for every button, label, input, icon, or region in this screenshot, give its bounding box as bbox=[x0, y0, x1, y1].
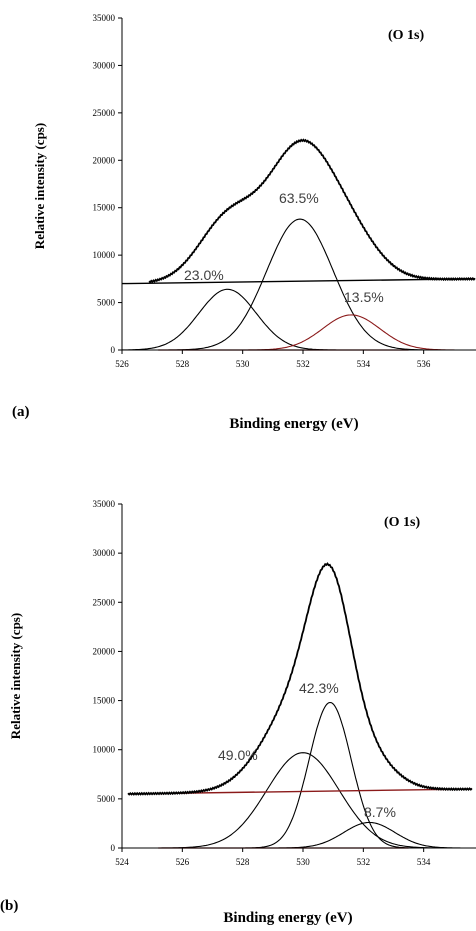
panel-b-title: (O 1s) bbox=[384, 515, 421, 530]
panel-a-peak2-label: 63.5% bbox=[279, 190, 319, 206]
panel-a-component-1 bbox=[122, 288, 348, 351]
panel-b-xtick-label: 524 bbox=[115, 857, 129, 867]
panel-b-fit-curves bbox=[127, 562, 476, 849]
panel-b-envelope bbox=[127, 562, 473, 796]
panel-a-ytick-label: 35000 bbox=[93, 13, 116, 23]
panel-a-ylabel: Relative intensity (cps) bbox=[32, 123, 47, 249]
panel-a-component-2 bbox=[160, 218, 440, 351]
panel-b-peak2-label: 42.3% bbox=[299, 680, 339, 696]
panel-b: 0 5000 10000 15000 20000 25000 30000 35000 524 52… bbox=[0, 499, 476, 926]
panel-b-xtick-label: 532 bbox=[357, 857, 371, 867]
panel-b-ticks: 0 5000 10000 15000 20000 25000 30000 35000 524 52… bbox=[93, 499, 431, 867]
panel-b-component-1 bbox=[151, 752, 455, 849]
panel-a-xtick-label: 528 bbox=[176, 359, 190, 369]
panel-b-ylabel: Relative intensity (cps) bbox=[8, 613, 23, 739]
panel-b-xlabel: Binding energy (eV) bbox=[223, 910, 352, 926]
panel-a-component-3 bbox=[230, 314, 472, 351]
panel-b-ytick-label: 0 bbox=[111, 843, 116, 853]
panel-a-ytick-label: 20000 bbox=[93, 155, 116, 165]
panel-a-peak3-label: 13.5% bbox=[344, 289, 384, 305]
panel-a-xtick-label: 532 bbox=[296, 359, 310, 369]
panel-b-ytick-label: 15000 bbox=[93, 696, 116, 706]
panel-a-xtick-label: 530 bbox=[236, 359, 250, 369]
panel-b-xtick-label: 526 bbox=[176, 857, 190, 867]
panel-a-fit-curves bbox=[121, 138, 476, 351]
panel-a-xlabel: Binding energy (eV) bbox=[229, 416, 358, 432]
panel-a-title: (O 1s) bbox=[388, 28, 425, 43]
panel-a: 0 5000 10000 15000 20000 25000 30000 35000 526 52… bbox=[12, 13, 476, 432]
panel-a-ytick-label: 10000 bbox=[93, 250, 116, 260]
panel-b-component-3 bbox=[261, 821, 476, 849]
panel-a-tag: (a) bbox=[12, 404, 30, 420]
panel-b-xtick-label: 530 bbox=[296, 857, 310, 867]
panel-b-tag: (b) bbox=[0, 898, 18, 914]
panel-a-envelope bbox=[148, 138, 476, 284]
panel-b-ytick-label: 35000 bbox=[93, 499, 116, 509]
panel-a-ytick-label: 30000 bbox=[93, 60, 116, 70]
panel-b-xtick-label: 534 bbox=[417, 857, 431, 867]
panel-b-component-2 bbox=[241, 701, 419, 849]
panel-b-xtick-label: 528 bbox=[236, 857, 250, 867]
panel-a-ytick-label: 5000 bbox=[97, 298, 116, 308]
panel-b-ytick-label: 10000 bbox=[93, 745, 116, 755]
panel-a-background-line bbox=[121, 278, 475, 285]
panel-a-ytick-label: 15000 bbox=[93, 203, 116, 213]
panel-a-peak1-label: 23.0% bbox=[184, 267, 224, 283]
panel-a-ytick-label: 0 bbox=[111, 345, 116, 355]
panel-b-peak3-label: 8.7% bbox=[364, 804, 396, 820]
panel-a-xtick-label: 526 bbox=[115, 359, 129, 369]
panel-a-ticks: 0 5000 10000 15000 20000 25000 30000 35000 526 52… bbox=[93, 13, 431, 369]
panel-b-ytick-label: 5000 bbox=[97, 794, 116, 804]
panel-b-ytick-label: 25000 bbox=[93, 597, 116, 607]
panel-a-xtick-label: 536 bbox=[417, 359, 431, 369]
panel-b-peak1-label: 49.0% bbox=[218, 747, 258, 763]
panel-b-ytick-label: 20000 bbox=[93, 646, 116, 656]
panel-b-ytick-label: 30000 bbox=[93, 548, 116, 558]
panel-a-ytick-label: 25000 bbox=[93, 108, 116, 118]
panel-a-xtick-label: 534 bbox=[357, 359, 371, 369]
